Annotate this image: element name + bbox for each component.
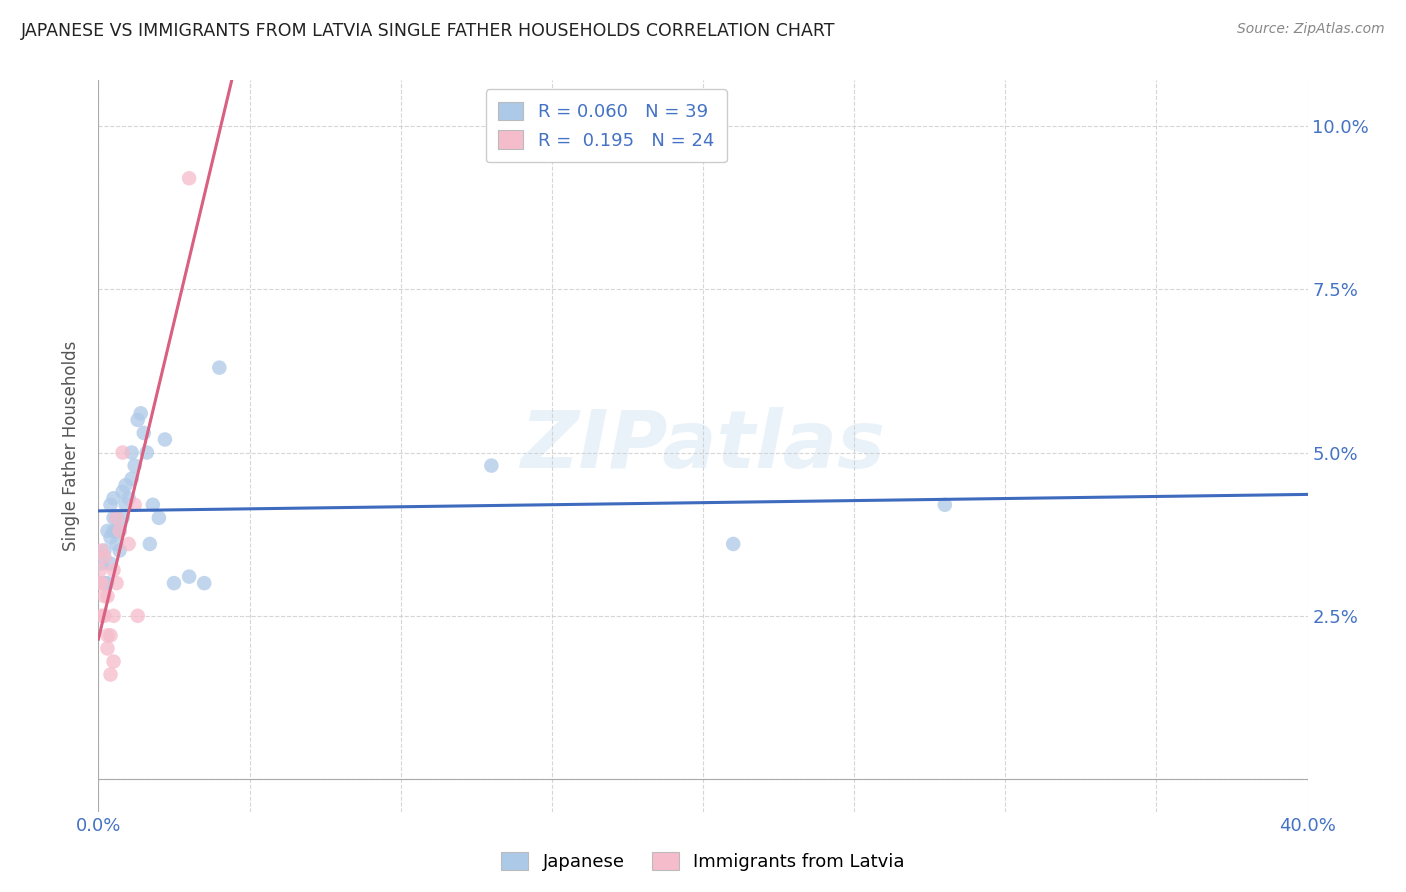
Legend: Japanese, Immigrants from Latvia: Japanese, Immigrants from Latvia — [494, 845, 912, 879]
Point — [103, 491, 125, 506]
Point — [153, 433, 176, 447]
Point — [105, 511, 128, 525]
Point — [114, 478, 136, 492]
Point — [111, 511, 134, 525]
Point — [105, 576, 128, 591]
Point — [90, 557, 112, 571]
Point — [96, 628, 118, 642]
Point — [90, 576, 112, 591]
Point — [118, 491, 141, 506]
Point — [121, 472, 143, 486]
Point — [193, 576, 215, 591]
Point — [90, 608, 112, 623]
Point — [108, 524, 131, 538]
Point — [179, 171, 201, 186]
Point — [108, 543, 131, 558]
Point — [124, 458, 146, 473]
Point — [89, 563, 111, 577]
Point — [139, 537, 162, 551]
Point — [105, 524, 128, 538]
Legend: R = 0.060   N = 39, R =  0.195   N = 24: R = 0.060 N = 39, R = 0.195 N = 24 — [485, 89, 727, 162]
Point — [127, 413, 149, 427]
Point — [100, 557, 122, 571]
Point — [100, 628, 122, 642]
Point — [114, 498, 136, 512]
Point — [93, 576, 115, 591]
Point — [108, 524, 131, 538]
Point — [118, 537, 141, 551]
Point — [135, 445, 157, 459]
Point — [103, 524, 125, 538]
Text: ZIPatlas: ZIPatlas — [520, 407, 886, 485]
Point — [96, 576, 118, 591]
Point — [121, 445, 143, 459]
Point — [93, 608, 115, 623]
Point — [148, 511, 170, 525]
Text: JAPANESE VS IMMIGRANTS FROM LATVIA SINGLE FATHER HOUSEHOLDS CORRELATION CHART: JAPANESE VS IMMIGRANTS FROM LATVIA SINGL… — [21, 22, 835, 40]
Point — [179, 569, 201, 583]
Point — [105, 511, 128, 525]
Point — [105, 537, 128, 551]
Point — [100, 530, 122, 544]
Point — [124, 498, 146, 512]
Point — [142, 498, 165, 512]
Point — [100, 667, 122, 681]
Point — [93, 589, 115, 603]
Point — [208, 360, 231, 375]
Text: Source: ZipAtlas.com: Source: ZipAtlas.com — [1237, 22, 1385, 37]
Point — [103, 511, 125, 525]
Y-axis label: Single Father Households: Single Father Households — [62, 341, 80, 551]
Point — [163, 576, 186, 591]
Point — [111, 484, 134, 499]
Point — [90, 576, 112, 591]
Point — [934, 498, 956, 512]
Point — [93, 543, 115, 558]
Point — [723, 537, 745, 551]
Point — [481, 458, 503, 473]
Point — [96, 589, 118, 603]
Point — [100, 498, 122, 512]
Point — [96, 641, 118, 656]
Point — [132, 425, 155, 440]
Point — [127, 608, 149, 623]
Point — [103, 563, 125, 577]
Point — [90, 543, 112, 558]
Point — [129, 406, 152, 420]
Point — [103, 608, 125, 623]
Point — [96, 524, 118, 538]
Point — [93, 549, 115, 564]
Point — [111, 445, 134, 459]
Point — [103, 655, 125, 669]
